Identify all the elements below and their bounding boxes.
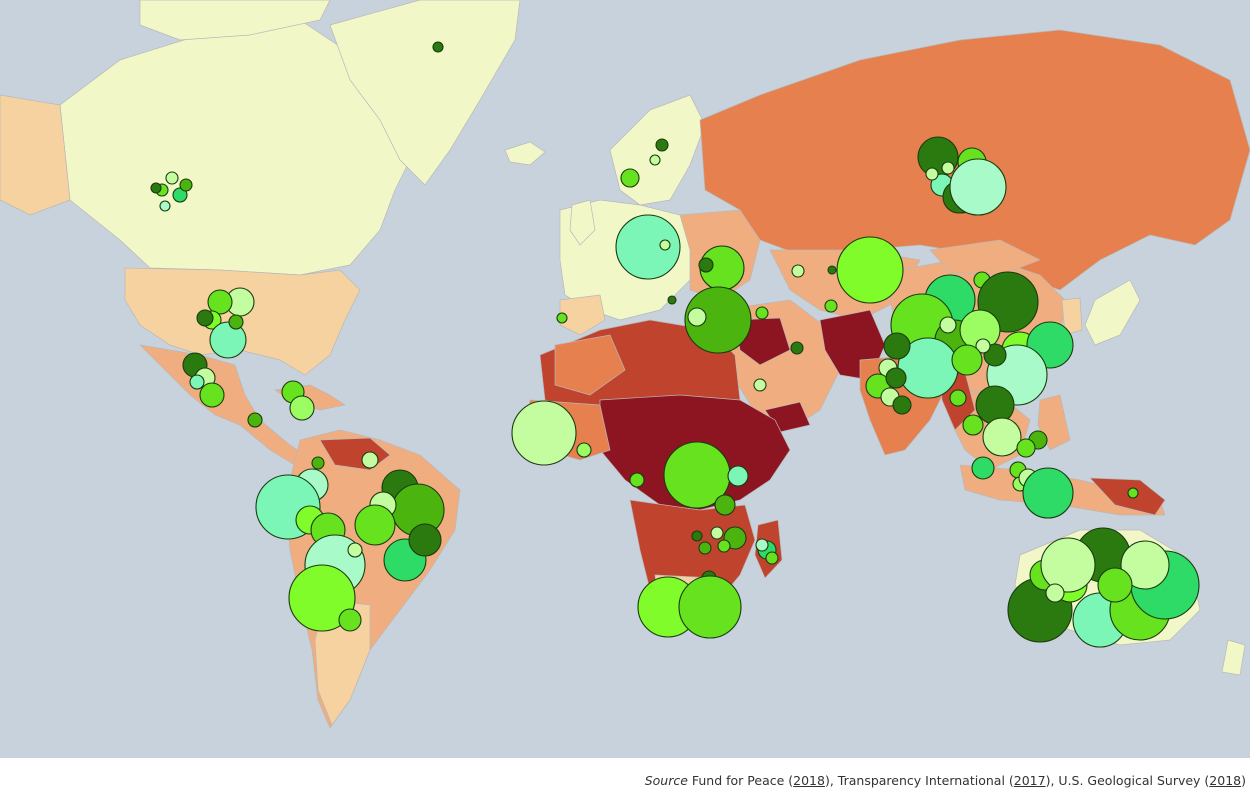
mining-site-bubble-36 bbox=[338, 608, 362, 632]
mining-site-bubble-48 bbox=[755, 306, 769, 320]
link-fund-for-peace-year[interactable]: 2018 bbox=[793, 773, 825, 788]
mining-site-bubble-45 bbox=[687, 307, 707, 327]
country-uk bbox=[569, 199, 596, 246]
mining-site-bubble-76 bbox=[951, 344, 983, 376]
mining-site-bubble-9 bbox=[207, 289, 233, 315]
mining-site-bubble-22 bbox=[361, 451, 379, 469]
country-mongolia bbox=[929, 239, 1041, 276]
mining-site-bubble-47 bbox=[556, 312, 568, 324]
mining-site-bubble-102 bbox=[710, 526, 724, 540]
mining-site-bubble-5 bbox=[159, 200, 171, 212]
arctic-islands bbox=[139, 0, 331, 41]
mining-site-bubble-4 bbox=[172, 187, 188, 203]
iceland bbox=[504, 141, 546, 166]
mining-site-bubble-52 bbox=[790, 341, 804, 355]
mining-site-bubble-21 bbox=[311, 456, 325, 470]
country-morocco-algeria bbox=[554, 334, 626, 396]
mining-site-bubble-88 bbox=[971, 456, 995, 480]
mining-site-bubble-6 bbox=[179, 178, 193, 192]
source-caption: Source Fund for Peace (2018), Transparen… bbox=[645, 773, 1246, 788]
mining-site-bubble-61 bbox=[949, 158, 1007, 216]
mining-site-bubble-20 bbox=[289, 395, 315, 421]
mining-site-bubble-110 bbox=[765, 551, 779, 565]
mining-site-bubble-112 bbox=[678, 575, 742, 639]
source-usgs: U.S. Geological Survey ( bbox=[1058, 773, 1210, 788]
mining-site-bubble-97 bbox=[576, 442, 592, 458]
mining-site-bubble-77 bbox=[883, 332, 911, 360]
link-transparency-year[interactable]: 2017 bbox=[1013, 773, 1046, 788]
mining-site-bubble-12 bbox=[196, 309, 214, 327]
mining-site-bubble-49 bbox=[824, 299, 838, 313]
mining-site-bubble-84 bbox=[939, 316, 957, 334]
source-sep-3: ) bbox=[1241, 773, 1246, 788]
mining-site-bubble-11 bbox=[209, 321, 247, 359]
mining-site-bubble-105 bbox=[717, 539, 731, 553]
mining-site-bubble-96 bbox=[511, 400, 577, 466]
country-japan bbox=[1084, 279, 1141, 346]
mining-site-bubble-2 bbox=[165, 171, 179, 185]
country-korea bbox=[1061, 297, 1083, 336]
mining-site-bubble-85 bbox=[962, 414, 984, 436]
country-new-zealand bbox=[1221, 639, 1246, 676]
mining-site-bubble-17 bbox=[199, 382, 225, 408]
mining-site-bubble-18 bbox=[247, 412, 263, 428]
mining-site-bubble-90 bbox=[1016, 438, 1036, 458]
mining-site-bubble-28 bbox=[347, 542, 363, 558]
mining-site-bubble-7 bbox=[150, 182, 162, 194]
mining-site-bubble-37 bbox=[620, 168, 640, 188]
mining-site-bubble-46 bbox=[667, 295, 677, 305]
mining-site-bubble-101 bbox=[714, 494, 736, 516]
mining-site-bubble-13 bbox=[228, 314, 244, 330]
country-papua bbox=[1089, 477, 1166, 516]
mining-site-bubble-16 bbox=[189, 374, 205, 390]
mining-site-bubble-75 bbox=[975, 338, 991, 354]
source-transparency-international: Transparency International ( bbox=[837, 773, 1014, 788]
mining-site-bubble-95 bbox=[1127, 487, 1139, 499]
mining-site-bubble-51 bbox=[791, 264, 805, 278]
mining-site-bubble-86 bbox=[975, 385, 1015, 425]
mining-site-bubble-122 bbox=[1097, 567, 1133, 603]
country-chile-argentina bbox=[314, 599, 371, 726]
mining-site-bubble-106 bbox=[691, 530, 703, 542]
mining-site-bubble-82 bbox=[892, 395, 912, 415]
source-sep-2: ), bbox=[1045, 773, 1059, 788]
mining-site-bubble-100 bbox=[727, 465, 749, 487]
mining-site-bubble-80 bbox=[885, 367, 907, 389]
mining-site-bubble-83 bbox=[949, 389, 967, 407]
source-sep-1: ), bbox=[824, 773, 838, 788]
mining-site-bubble-50 bbox=[827, 265, 837, 275]
mining-site-bubble-56 bbox=[941, 161, 955, 175]
country-alaska bbox=[0, 94, 71, 216]
mining-site-bubble-38 bbox=[655, 138, 669, 152]
mining-site-bubble-44 bbox=[684, 286, 752, 354]
mining-site-bubble-117 bbox=[1040, 537, 1096, 593]
country-greenland bbox=[329, 0, 521, 186]
mining-site-bubble-32 bbox=[354, 504, 396, 546]
link-usgs-year[interactable]: 2018 bbox=[1209, 773, 1242, 788]
mining-site-bubble-53 bbox=[753, 378, 767, 392]
mining-site-bubble-94 bbox=[1022, 467, 1074, 519]
mining-sites-bubbles bbox=[150, 41, 1200, 648]
mining-site-bubble-63 bbox=[836, 236, 904, 304]
mining-site-bubble-43 bbox=[698, 257, 714, 273]
mining-site-bubble-98 bbox=[629, 472, 645, 488]
mining-site-bubble-62 bbox=[925, 167, 939, 181]
mining-site-bubble-34 bbox=[408, 523, 442, 557]
source-fund-for-peace: Fund for Peace ( bbox=[687, 773, 794, 788]
mining-site-bubble-40 bbox=[615, 214, 681, 280]
mining-site-bubble-1 bbox=[432, 41, 444, 53]
mining-site-bubble-121 bbox=[1120, 540, 1170, 590]
source-label: Source bbox=[644, 773, 688, 788]
map-canvas bbox=[0, 0, 1250, 758]
mining-site-bubble-35 bbox=[288, 564, 356, 632]
world-map bbox=[0, 0, 1250, 758]
mining-site-bubble-103 bbox=[698, 541, 712, 555]
mining-site-bubble-123 bbox=[1045, 583, 1065, 603]
mining-site-bubble-41 bbox=[659, 239, 671, 251]
mining-site-bubble-109 bbox=[755, 538, 769, 552]
mining-site-bubble-39 bbox=[649, 154, 661, 166]
mining-site-bubble-87 bbox=[982, 417, 1022, 457]
